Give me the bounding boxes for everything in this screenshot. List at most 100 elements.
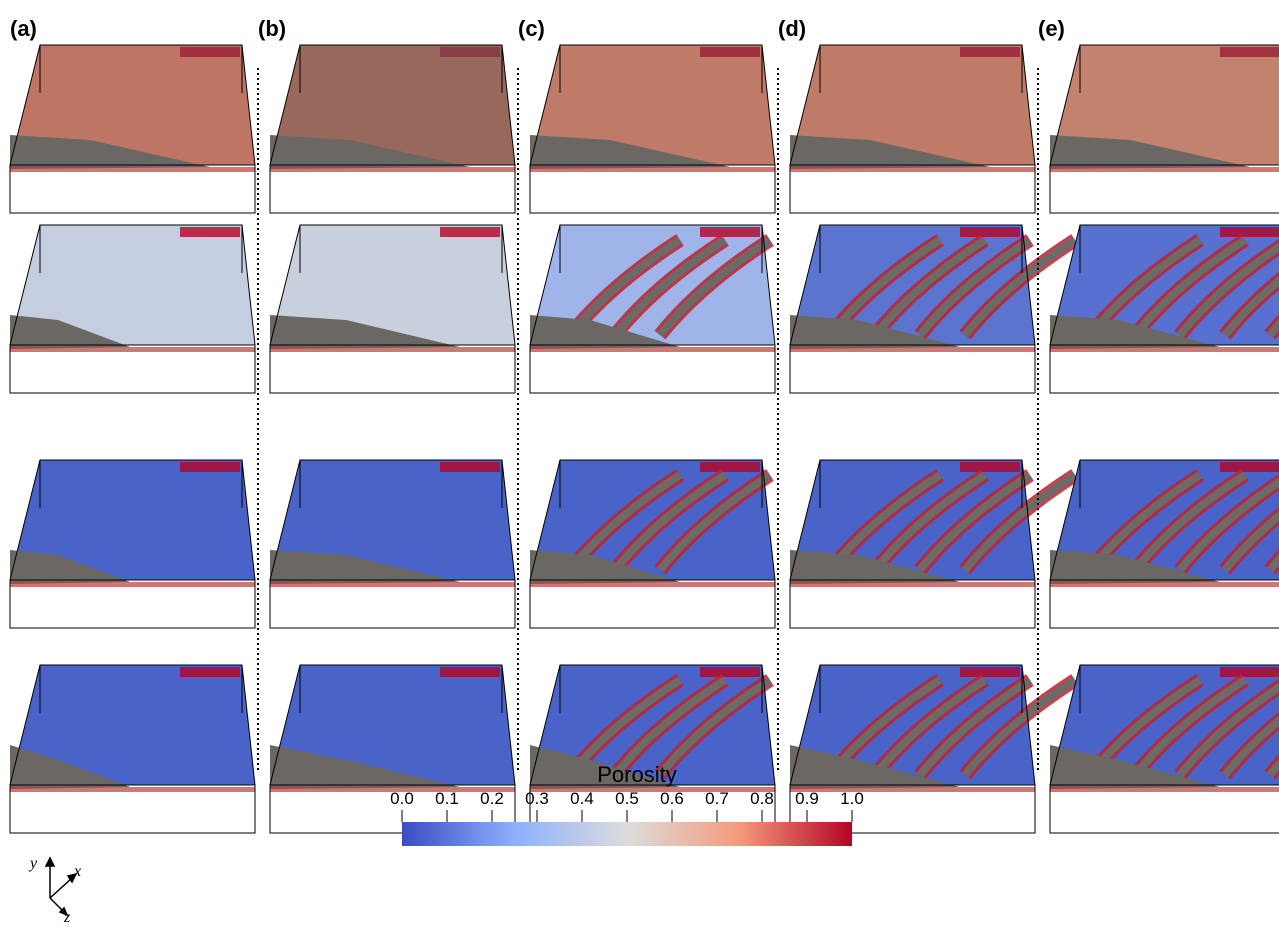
dendrite <box>871 471 988 573</box>
dendrite <box>656 676 773 778</box>
tick-label: 0.5 <box>615 789 639 808</box>
inlet-band <box>180 667 240 677</box>
dendrite-base <box>10 745 130 789</box>
bottom-band <box>530 787 775 792</box>
inlet-band <box>1220 227 1279 237</box>
panel-label: (e) <box>1038 16 1065 41</box>
bottom-band <box>270 787 515 792</box>
box <box>529 224 776 394</box>
dendrite <box>1131 471 1248 573</box>
inlet-band <box>1220 462 1279 472</box>
dendrite-base <box>1050 315 1220 349</box>
dendrite <box>916 236 1033 338</box>
bottom-band <box>10 787 255 792</box>
dendrite-field <box>530 45 775 165</box>
axes-icon <box>44 856 78 917</box>
surface <box>790 45 1035 165</box>
dendrite-base <box>790 745 960 789</box>
dendrite <box>961 471 1078 573</box>
dendrite-base <box>530 315 680 349</box>
dendrite <box>1131 676 1248 778</box>
box <box>1049 664 1279 834</box>
bottom-band <box>790 167 1035 172</box>
bottom-band <box>530 582 775 587</box>
surface <box>10 665 255 785</box>
dendrite <box>656 236 773 338</box>
surface <box>270 460 515 580</box>
bottom-band <box>10 347 255 352</box>
box <box>789 44 1036 214</box>
dendrite-base <box>530 745 680 789</box>
box <box>1049 459 1279 629</box>
dendrite-base <box>270 315 460 349</box>
dendrite-base <box>1050 745 1220 789</box>
inlet-band <box>960 667 1020 677</box>
box <box>1049 224 1279 394</box>
dendrite-base <box>1050 135 1250 169</box>
inlet-band <box>440 227 500 237</box>
tick-label: 0.4 <box>570 789 594 808</box>
inlet-band <box>440 462 500 472</box>
tick-label: 0.3 <box>525 789 549 808</box>
box <box>269 224 516 394</box>
bottom-band <box>790 787 1035 792</box>
dendrite-field <box>790 45 1035 165</box>
box <box>9 664 256 834</box>
box <box>789 459 1036 629</box>
dendrite <box>1221 510 1279 573</box>
panel-label: (d) <box>778 16 806 41</box>
dendrite <box>1221 275 1279 338</box>
box <box>789 664 1036 834</box>
colorbar <box>402 822 852 846</box>
dendrite-field <box>270 45 515 165</box>
box <box>9 224 256 394</box>
tick-label: 0.0 <box>390 789 414 808</box>
dendrite-base <box>270 745 460 789</box>
dendrite <box>916 471 1033 573</box>
dendrite <box>611 236 728 338</box>
dendrite <box>1131 236 1248 338</box>
axis-label-z: z <box>63 909 71 926</box>
inlet-band <box>700 667 760 677</box>
dendrite <box>916 676 1033 778</box>
surface <box>270 225 515 345</box>
inlet-band <box>180 462 240 472</box>
tick-label: 0.8 <box>750 789 774 808</box>
bottom-band <box>10 167 255 172</box>
box <box>529 44 776 214</box>
tick-label: 0.7 <box>705 789 729 808</box>
bottom-band <box>530 167 775 172</box>
dendrite <box>961 676 1078 778</box>
dendrite <box>1176 682 1279 778</box>
box <box>1049 44 1279 214</box>
bottom-band <box>790 582 1035 587</box>
box <box>9 459 256 629</box>
inlet-band <box>700 227 760 237</box>
dendrite-base <box>530 135 730 169</box>
panel-label: (c) <box>518 16 545 41</box>
bottom-band <box>270 347 515 352</box>
dendrite-base <box>10 550 130 584</box>
dendrite <box>871 676 988 778</box>
dendrite-base <box>1050 550 1220 584</box>
dendrite <box>961 236 1078 338</box>
inlet-band <box>960 47 1020 57</box>
tick-label: 0.2 <box>480 789 504 808</box>
dendrite <box>1221 715 1279 778</box>
bottom-band <box>1050 787 1279 792</box>
dendrite-base <box>270 550 460 584</box>
colorbar-ticks: 0.0 0.1 0.2 0.3 0.4 0.5 0.6 0.7 0.8 0.9 1.0 <box>390 789 864 822</box>
surface <box>1050 45 1279 165</box>
bottom-band <box>530 347 775 352</box>
bottom-band <box>790 347 1035 352</box>
inlet-band <box>960 462 1020 472</box>
panel-label: (a) <box>10 16 37 41</box>
inlet-band <box>180 227 240 237</box>
box <box>269 459 516 629</box>
dendrite <box>871 236 988 338</box>
dendrite <box>1176 477 1279 573</box>
dendrite <box>611 471 728 573</box>
dendrite-base <box>270 135 470 169</box>
bottom-band <box>1050 167 1279 172</box>
dendrite-base <box>790 135 990 169</box>
